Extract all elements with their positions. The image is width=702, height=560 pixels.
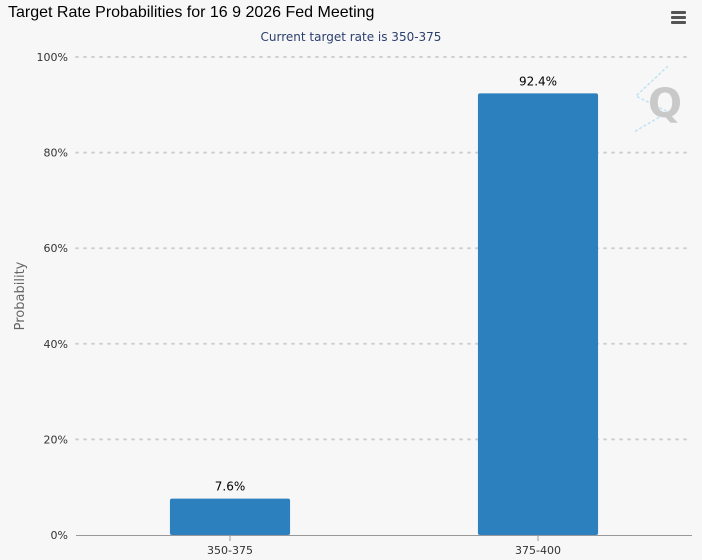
grid-lines [75,56,693,441]
y-tick-label: 60% [44,242,68,255]
x-tick-label: 350-375 [207,544,253,557]
svg-text:Q: Q [648,81,682,127]
bar-350-375[interactable] [169,498,291,535]
chart-title: Target Rate Probabilities for 16 9 2026 … [8,4,375,21]
q-logo-watermark: Q [633,65,682,133]
y-tick-label: 20% [44,433,68,446]
bars: 7.6% 92.4% [169,74,599,535]
hamburger-menu-icon[interactable] [670,9,688,25]
y-tick-label: 40% [44,338,68,351]
y-tick-label: 0% [51,529,68,542]
bar-375-400[interactable] [477,93,599,535]
y-tick-label: 80% [44,147,68,160]
y-axis-label: Probability [13,261,28,330]
data-label: 92.4% [519,74,557,88]
x-tick-label: 375-400 [515,544,561,557]
data-label: 7.6% [215,480,246,494]
y-axis-ticks: 0% 20% 40% 60% 80% 100% [37,51,68,542]
x-axis-ticks: 350-375 375-400 [207,535,561,557]
chart-subtitle: Current target rate is 350-375 [260,30,442,44]
y-tick-label: 100% [37,51,68,64]
